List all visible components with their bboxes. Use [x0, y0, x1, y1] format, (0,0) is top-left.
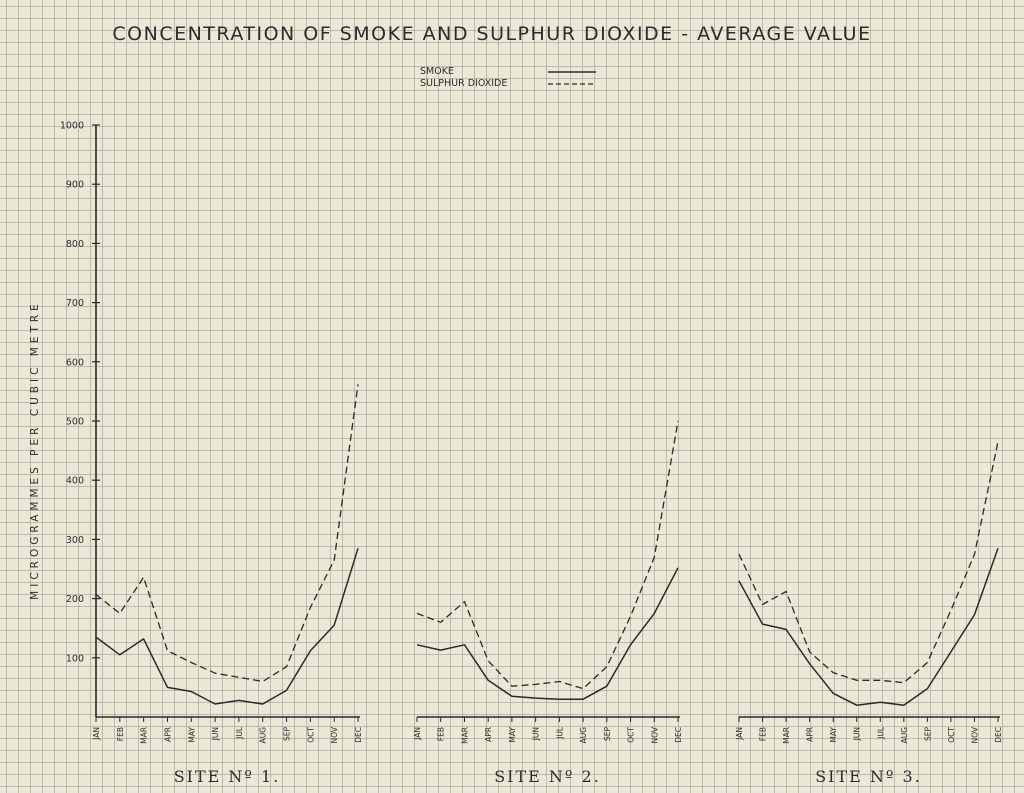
- y-tick-label: 300: [66, 535, 84, 546]
- x-tick-label: JUL: [235, 726, 244, 740]
- site-panel-3: JAN FEB MAR APR MAY JUN JUL AUG SEP OCT NOV DEC SITE…: [735, 441, 1003, 786]
- site-panel-2: JAN FEB MAR APR MAY JUN JUL AUG SEP OCT NOV DEC SITE…: [413, 420, 683, 786]
- x-tick-label: SEP: [603, 727, 612, 741]
- x-tick-label: JUL: [876, 726, 885, 740]
- x-tick-label: AUG: [579, 727, 588, 744]
- x-tick-label: FEB: [437, 727, 446, 741]
- sulphur-dioxide-line-site-3: [738, 441, 999, 684]
- x-tick-label: OCT: [306, 727, 315, 743]
- x-tick-label: JAN: [92, 727, 101, 741]
- x-tick-label: FEB: [116, 727, 125, 741]
- sulphur-dioxide-line-site-2: [416, 420, 679, 690]
- y-axis-label: MICROGRAMMES PER CUBIC METRE: [29, 300, 41, 600]
- sulphur-dioxide-line-site-1: [95, 384, 359, 683]
- legend-label-smoke: SMOKE: [420, 66, 454, 77]
- x-tick-label: OCT: [627, 727, 636, 743]
- x-tick-label: MAY: [829, 727, 838, 743]
- x-tick-label: DEC: [994, 727, 1003, 743]
- x-tick-label: NOV: [330, 726, 339, 743]
- x-tick-label: NOV: [970, 726, 979, 743]
- smoke-line-site-1: [95, 548, 359, 705]
- y-tick-label: 900: [66, 180, 84, 191]
- site-label: SITE Nº 3.: [815, 767, 922, 786]
- x-tick-label: APR: [484, 727, 493, 742]
- y-axis: 100 200 300 400 500 600 700 800 900 1000: [60, 121, 100, 717]
- x-tick-label: DEC: [354, 727, 363, 743]
- x-tick-label: AUG: [259, 727, 268, 744]
- x-tick-label: JUL: [555, 726, 564, 740]
- legend-label-sulphur-dioxide: SULPHUR DIOXIDE: [420, 78, 507, 89]
- site-label: SITE Nº 1.: [174, 767, 281, 786]
- x-tick-label: OCT: [947, 727, 956, 743]
- site-panel-1: JAN FEB MAR APR MAY JUN JUL AUG SEP OCT NOV DEC SITE…: [92, 384, 363, 786]
- legend: SMOKE SULPHUR DIOXIDE: [420, 66, 596, 89]
- y-tick-label: 100: [66, 653, 84, 664]
- x-tick-label: SEP: [283, 727, 292, 741]
- y-tick-label: 1000: [60, 121, 84, 132]
- x-tick-label: MAR: [140, 727, 149, 744]
- chart-panels: JAN FEB MAR APR MAY JUN JUL AUG SEP OCT NOV DEC SITE…: [92, 384, 1003, 786]
- x-tick-label: APR: [163, 727, 172, 742]
- y-tick-label: 600: [66, 357, 84, 368]
- x-tick-label: AUG: [900, 727, 909, 744]
- y-tick-label: 200: [66, 594, 84, 605]
- x-tick-label: JUN: [211, 727, 220, 741]
- x-tick-label: APR: [806, 727, 815, 742]
- x-tick-label: MAR: [460, 727, 469, 744]
- x-tick-label: JUN: [853, 727, 862, 741]
- x-tick-label: SEP: [923, 727, 932, 741]
- y-tick-label: 400: [66, 476, 84, 487]
- chart-title: CONCENTRATION OF SMOKE AND SULPHUR DIOXI…: [112, 23, 871, 45]
- smoke-line-site-2: [416, 567, 679, 700]
- x-tick-label: DEC: [674, 727, 683, 743]
- x-tick-label: JAN: [413, 727, 422, 741]
- site-label: SITE Nº 2.: [494, 767, 601, 786]
- x-tick-label: MAY: [508, 727, 517, 743]
- x-tick-label: NOV: [650, 726, 659, 743]
- x-tick-label: MAY: [187, 727, 196, 743]
- y-tick-label: 700: [66, 298, 84, 309]
- smoke-line-site-3: [738, 548, 999, 706]
- x-tick-label: MAR: [782, 727, 791, 744]
- x-tick-label: JAN: [735, 727, 744, 741]
- x-tick-label: JUN: [532, 727, 541, 741]
- y-tick-label: 500: [66, 417, 84, 428]
- x-tick-label: FEB: [759, 727, 768, 741]
- y-tick-label: 800: [66, 239, 84, 250]
